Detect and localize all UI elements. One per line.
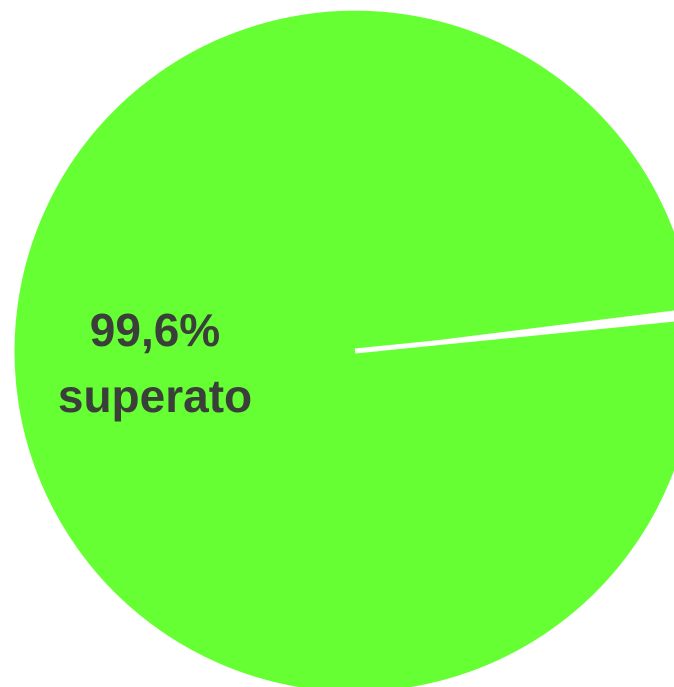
pie-slice-0 bbox=[14, 10, 674, 687]
slice-label-value: 99,6% bbox=[90, 304, 220, 356]
slice-separator bbox=[354, 316, 674, 354]
pie-slices bbox=[14, 10, 674, 687]
slice-label-text: superato bbox=[58, 370, 252, 422]
